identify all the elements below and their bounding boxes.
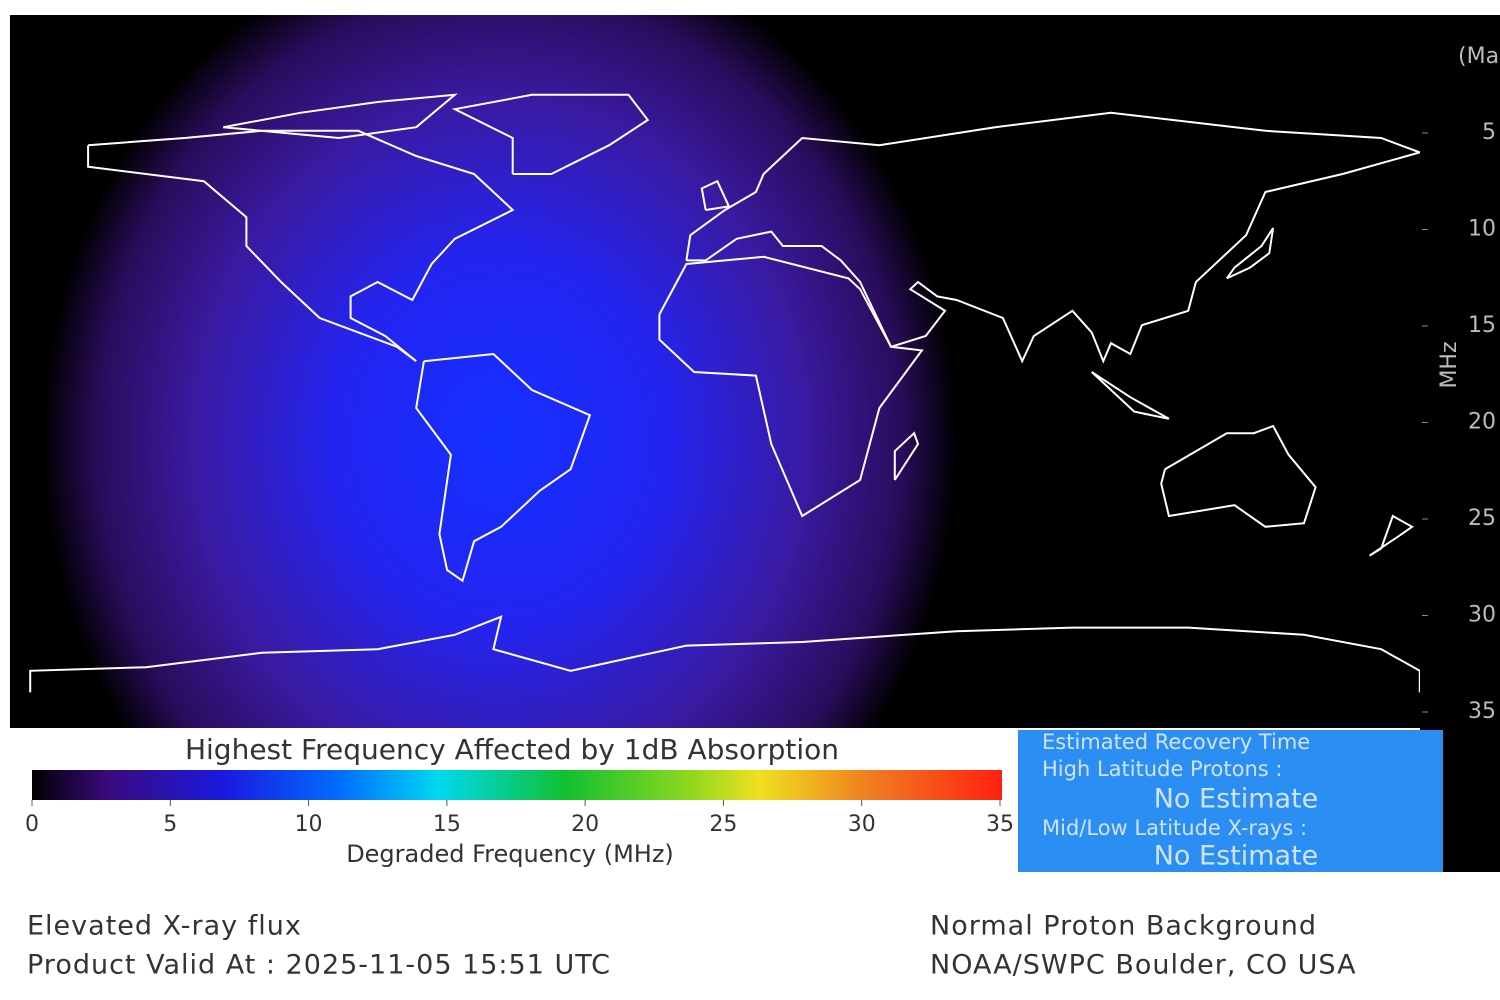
side-tick-label: 5 bbox=[1482, 120, 1496, 145]
side-tick-label: 35 bbox=[1468, 699, 1496, 724]
coastlines bbox=[29, 93, 1424, 693]
absorption-field bbox=[10, 15, 1422, 728]
side-label: MHz bbox=[1437, 341, 1462, 388]
recovery-title: Estimated Recovery Time bbox=[1042, 730, 1310, 754]
colorbar-tick-label: 5 bbox=[163, 812, 177, 837]
recovery-box bbox=[1018, 730, 1443, 872]
recovery-high-label: High Latitude Protons : bbox=[1042, 757, 1282, 781]
footer-proton: Normal Proton Background bbox=[930, 911, 1317, 942]
side-tick-label: 30 bbox=[1468, 603, 1496, 628]
colorbar-title: Highest Frequency Affected by 1dB Absorp… bbox=[185, 733, 839, 766]
side-header: (Ma bbox=[1458, 44, 1499, 69]
colorbar-tick-label: 35 bbox=[986, 812, 1014, 837]
colorbar bbox=[32, 770, 1002, 800]
coastline bbox=[1160, 424, 1317, 528]
coastline bbox=[87, 129, 515, 363]
coastline bbox=[893, 431, 920, 481]
side-tick-label: 15 bbox=[1468, 313, 1496, 338]
coastline bbox=[685, 111, 1424, 364]
coastline bbox=[700, 179, 731, 211]
recovery-low-value: No Estimate bbox=[1154, 841, 1319, 872]
colorbar-tick-label: 10 bbox=[295, 812, 323, 837]
coastline bbox=[451, 93, 650, 175]
coastline bbox=[658, 255, 924, 518]
colorbar-tick-label: 0 bbox=[25, 812, 39, 837]
coastline bbox=[1225, 227, 1275, 280]
colorbar-tick-label: 30 bbox=[848, 812, 876, 837]
colorbar-label: Degraded Frequency (MHz) bbox=[346, 840, 674, 868]
side-tick-label: 20 bbox=[1468, 410, 1496, 435]
recovery-low-label: Mid/Low Latitude X-rays : bbox=[1042, 816, 1307, 840]
side-tick-label: 10 bbox=[1468, 217, 1496, 242]
coastline bbox=[1369, 514, 1414, 557]
footer-status: Elevated X-ray flux bbox=[27, 911, 302, 942]
colorbar-tick-label: 15 bbox=[433, 812, 461, 837]
side-tick-label: 25 bbox=[1468, 506, 1496, 531]
side-panel bbox=[1420, 15, 1500, 872]
colorbar-tick-label: 25 bbox=[709, 812, 737, 837]
recovery-high-value: No Estimate bbox=[1154, 784, 1319, 815]
footer-source: NOAA/SWPC Boulder, CO USA bbox=[930, 950, 1357, 981]
coastline bbox=[415, 352, 592, 583]
coastline bbox=[29, 615, 1421, 693]
footer-valid: Product Valid At : 2025-11-05 15:51 UTC bbox=[27, 950, 611, 981]
coastline bbox=[223, 93, 458, 140]
coastline bbox=[1091, 371, 1170, 420]
colorbar-tick-label: 20 bbox=[571, 812, 599, 837]
